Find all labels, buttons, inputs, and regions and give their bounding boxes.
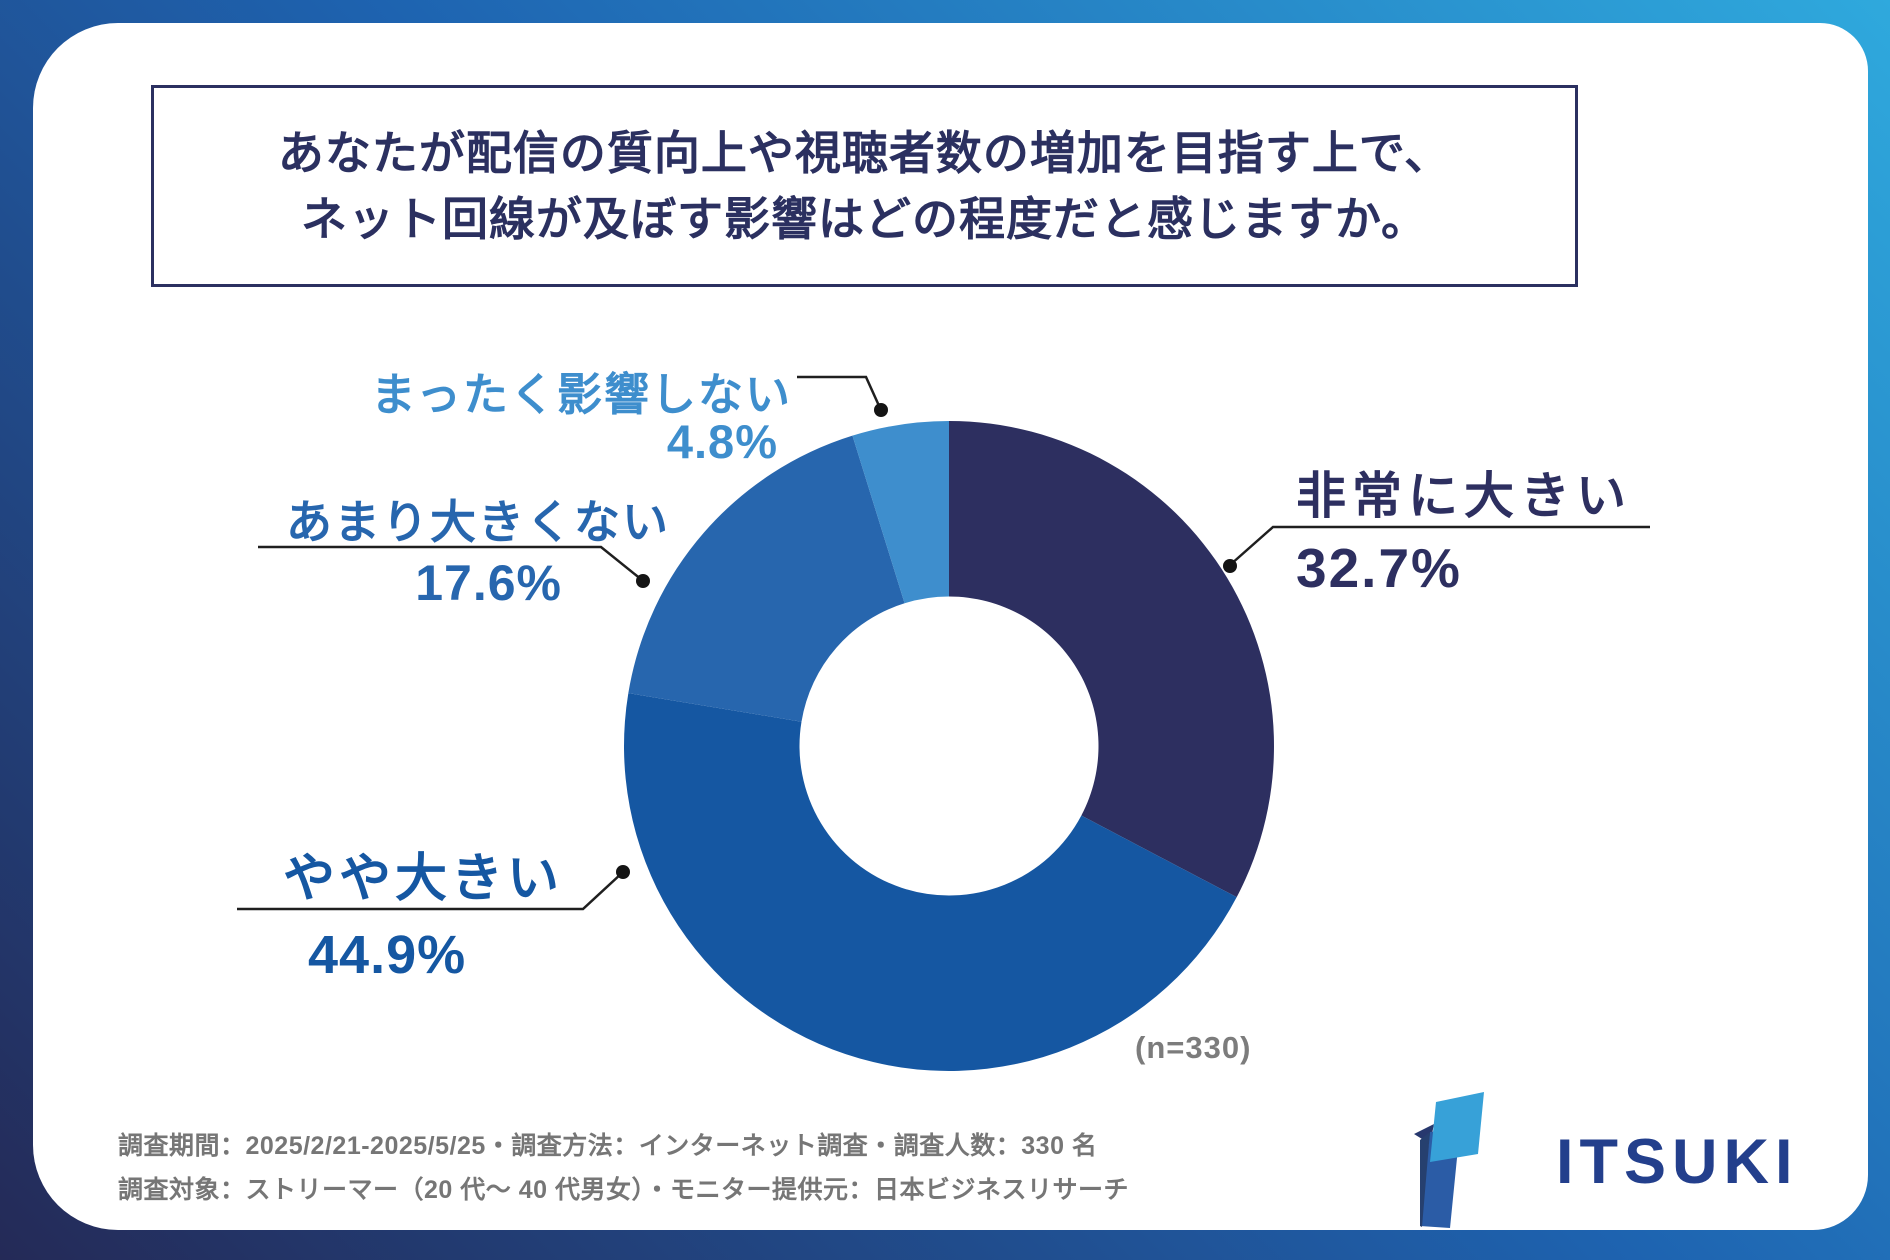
survey-meta-line2: 調査対象：ストリーマー（20 代〜 40 代男女）・モニター提供元：日本ビジネス… xyxy=(118,1176,1129,1204)
itsuki-logo-icon xyxy=(1414,1092,1484,1228)
survey-question-line2: ネット回線が及ぼす影響はどの程度だと感じますか。 xyxy=(300,193,1429,245)
donut-slice-1 xyxy=(624,693,1237,1071)
survey-question-line1: あなたが配信の質向上や視聴者数の増加を目指す上で、 xyxy=(277,127,1452,179)
survey-meta-line1: 調査期間：2025/2/21-2025/5/25・調査方法：インターネット調査・… xyxy=(118,1132,1098,1160)
logo-icon-bar-shadow xyxy=(1420,1132,1430,1227)
survey-question-box: あなたが配信の質向上や視聴者数の増加を目指す上で、 ネット回線が及ぼす影響はどの… xyxy=(151,85,1578,287)
callout-pct-somewhat-large: 44.9% xyxy=(308,925,467,985)
callout-pct-very-large: 32.7% xyxy=(1296,537,1462,599)
callout-label-not-large: あまり大きくない xyxy=(286,496,670,548)
callout-pct-no-impact: 4.8% xyxy=(666,415,778,468)
itsuki-logo-text: ITSUKI xyxy=(1556,1127,1799,1197)
callout-label-very-large: 非常に大きい xyxy=(1296,468,1632,524)
donut-slice-2 xyxy=(628,435,905,722)
callout-label-no-impact: まったく影響しない xyxy=(370,369,792,420)
callout-pct-not-large: 17.6% xyxy=(415,555,562,611)
donut-slice-0 xyxy=(949,421,1274,898)
logo-icon-panel xyxy=(1430,1092,1484,1162)
donut-slice-3 xyxy=(852,421,949,604)
sample-size: (n=330) xyxy=(1135,1030,1252,1065)
donut-chart xyxy=(624,421,1274,1071)
callout-label-somewhat-large: やや大きい xyxy=(283,850,564,908)
